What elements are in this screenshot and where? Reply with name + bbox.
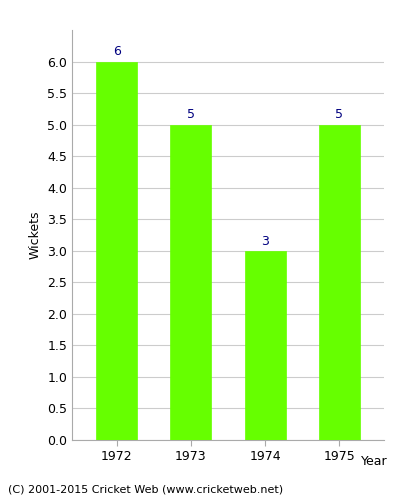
Text: 5: 5 [187, 108, 195, 122]
Bar [245, 251, 286, 440]
Bar [319, 124, 360, 440]
Text: Year: Year [361, 455, 388, 468]
Bar [170, 124, 211, 440]
Text: 5: 5 [336, 108, 344, 122]
Text: (C) 2001-2015 Cricket Web (www.cricketweb.net): (C) 2001-2015 Cricket Web (www.cricketwe… [8, 485, 283, 495]
Bar [96, 62, 137, 440]
Text: 6: 6 [113, 46, 120, 59]
Y-axis label: Wickets: Wickets [28, 211, 42, 259]
Text: 3: 3 [261, 234, 269, 248]
